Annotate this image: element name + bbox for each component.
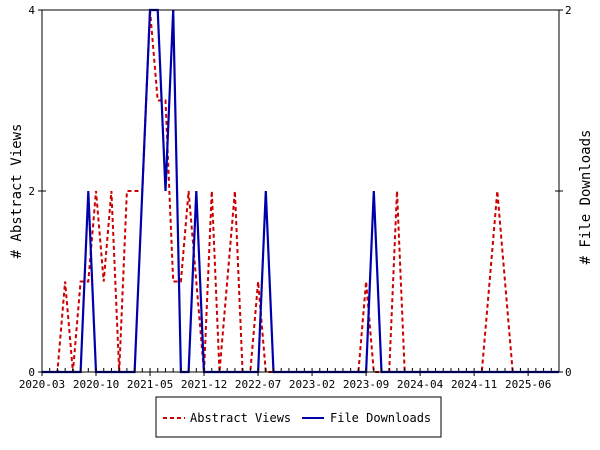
legend: Abstract Views File Downloads xyxy=(155,396,442,438)
y-right-tick-label: 2 xyxy=(565,4,572,17)
legend-label-file-downloads: File Downloads xyxy=(330,411,431,425)
ticks-layer: 2020-03 2020-10 2021-05 2021-12 2022-07 2023-… xyxy=(19,4,572,391)
x-tick-label: 2024-04 xyxy=(397,378,444,391)
x-tick-label: 2021-12 xyxy=(181,378,227,391)
y-left-tick-label: 2 xyxy=(28,185,35,198)
x-tick-label: 2020-03 xyxy=(19,378,65,391)
x-tick-label: 2022-07 xyxy=(235,378,281,391)
legend-box xyxy=(155,396,442,438)
y-right-axis-title: # File Downloads xyxy=(578,130,594,265)
x-tick-label: 2023-02 xyxy=(289,378,335,391)
y-right-tick-label: 0 xyxy=(565,366,572,379)
y-left-tick-label: 0 xyxy=(28,366,35,379)
x-tick-label: 2021-05 xyxy=(127,378,173,391)
y-left-axis-title: # Abstract Views xyxy=(9,124,25,259)
x-tick-label: 2025-06 xyxy=(505,378,551,391)
legend-label-abstract-views: Abstract Views xyxy=(190,411,291,425)
x-tick-label: 2024-11 xyxy=(451,378,497,391)
y-left-tick-label: 4 xyxy=(28,4,35,17)
x-tick-label: 2020-10 xyxy=(73,378,119,391)
x-tick-label: 2023-09 xyxy=(343,378,389,391)
